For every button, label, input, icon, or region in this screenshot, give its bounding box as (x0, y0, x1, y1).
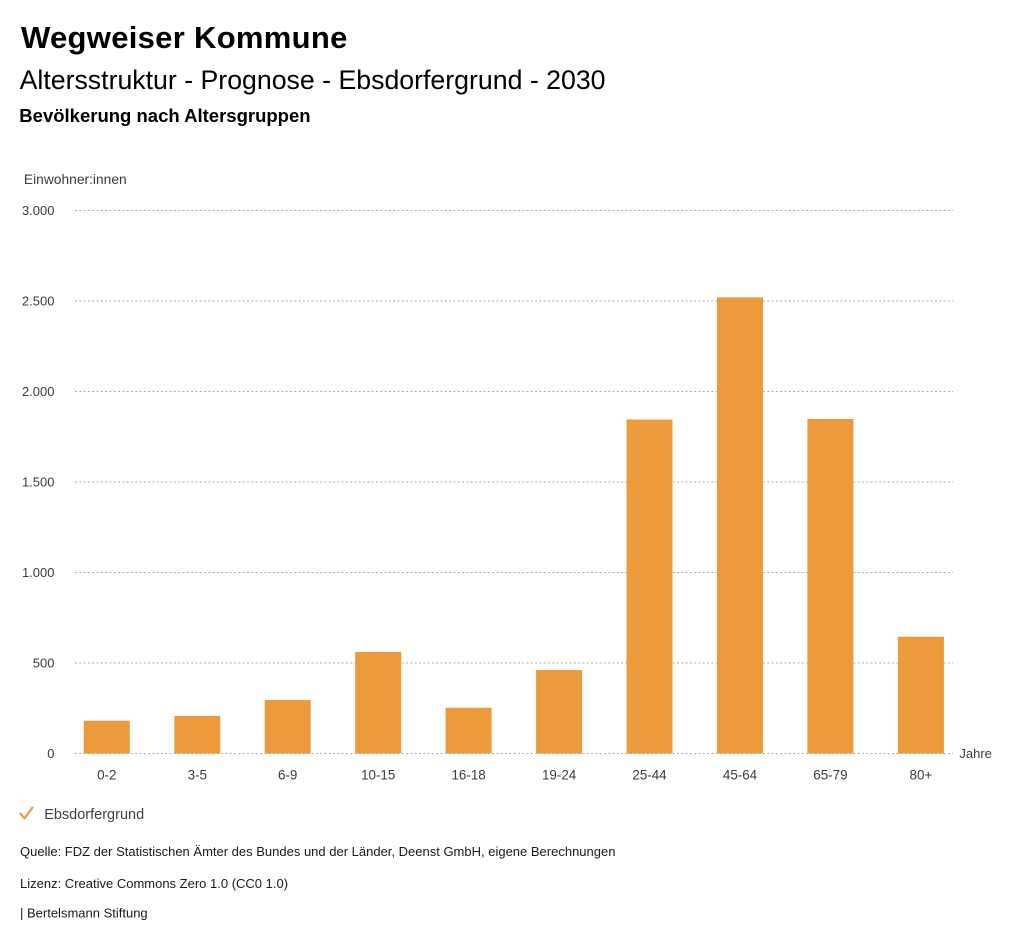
svg-text:Altersstruktur - Prognose - Eb: Altersstruktur - Prognose - Ebsdorfergru… (20, 65, 606, 95)
svg-text:1.000: 1.000 (22, 565, 55, 580)
svg-text:3.000: 3.000 (22, 203, 55, 218)
svg-text:3-5: 3-5 (188, 768, 207, 783)
svg-text:500: 500 (33, 655, 55, 670)
svg-text:19-24: 19-24 (542, 768, 577, 783)
svg-text:0-2: 0-2 (97, 768, 116, 783)
svg-text:80+: 80+ (910, 768, 933, 783)
svg-text:6-9: 6-9 (278, 768, 297, 783)
svg-text:10-15: 10-15 (361, 768, 395, 783)
svg-text:1.500: 1.500 (22, 474, 55, 489)
svg-text:Wegweiser Kommune: Wegweiser Kommune (21, 20, 348, 55)
svg-text:45-64: 45-64 (723, 768, 758, 783)
svg-text:Ebsdorfergrund: Ebsdorfergrund (44, 807, 144, 823)
svg-text:Jahre: Jahre (959, 746, 992, 761)
svg-text:Einwohner:innen: Einwohner:innen (24, 172, 127, 187)
svg-text:Bevölkerung nach Altersgruppen: Bevölkerung nach Altersgruppen (19, 105, 310, 126)
svg-text:25-44: 25-44 (632, 768, 667, 783)
svg-text:2.000: 2.000 (22, 384, 55, 399)
svg-text:| Bertelsmann Stiftung: | Bertelsmann Stiftung (20, 906, 148, 921)
svg-text:0: 0 (47, 746, 54, 761)
svg-text:Quelle: FDZ der Statistischen: Quelle: FDZ der Statistischen Ämter des … (20, 844, 615, 859)
svg-text:16-18: 16-18 (451, 768, 485, 783)
svg-text:2.500: 2.500 (22, 293, 55, 308)
svg-text:65-79: 65-79 (813, 768, 847, 783)
svg-text:Lizenz: Creative Commons Zero: Lizenz: Creative Commons Zero 1.0 (CC0 1… (20, 876, 288, 891)
